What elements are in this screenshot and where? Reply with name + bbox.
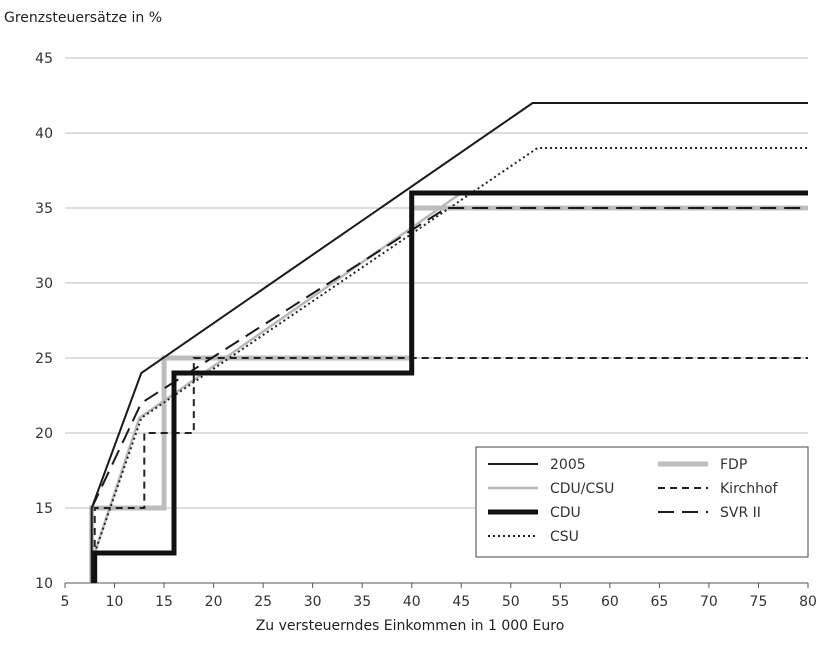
series-lines	[89, 102, 808, 584]
y-tick-label: 25	[35, 351, 53, 367]
y-tick-label: 40	[35, 126, 53, 142]
legend-label: 2005	[550, 457, 586, 473]
series-line-svr-ii	[90, 207, 808, 509]
series-line-2005	[90, 102, 808, 583]
y-tick-label: 30	[35, 276, 53, 292]
x-tick-label: 40	[403, 594, 421, 610]
y-tick-label: 45	[35, 51, 53, 67]
series-line-kirchhof	[93, 357, 808, 583]
axes	[64, 582, 809, 588]
x-tick-label: 45	[452, 594, 470, 610]
x-tick-label: 30	[304, 594, 322, 610]
x-tick-label: 80	[799, 594, 817, 610]
x-tick-label: 5	[61, 594, 70, 610]
y-tick-label: 35	[35, 201, 53, 217]
y-tick-label: 15	[35, 501, 53, 517]
x-tick-label: 75	[750, 594, 768, 610]
legend-label: CDU	[550, 505, 581, 521]
x-axis-label: Zu versteuerndes Einkommen in 1 000 Euro	[255, 618, 565, 634]
y-tick-label: 10	[35, 576, 53, 592]
y-tick-label: 20	[35, 426, 53, 442]
y-tick-labels: 10 15 20 25 30 35 40 45	[35, 51, 53, 592]
x-tick-label: 20	[205, 594, 223, 610]
x-tick-label: 35	[353, 594, 371, 610]
y-axis-label: Grenzsteuersätze in %	[4, 10, 163, 26]
legend-box	[475, 446, 809, 558]
x-tick-label: 10	[106, 594, 124, 610]
legend-label: CSU	[550, 529, 579, 545]
series-line-cdu	[92, 190, 808, 583]
legend: 2005 CDU/CSU CDU CSU FDP Kirchhof SVR II	[475, 446, 809, 558]
x-tick-labels: 5 10 15 20 25 30 35 40 45 50 55 60 65 70 75 80	[61, 594, 817, 610]
x-tick-label: 50	[502, 594, 520, 610]
x-tick-label: 15	[155, 594, 173, 610]
x-tick-label: 25	[254, 594, 272, 610]
legend-label: CDU/CSU	[550, 481, 614, 497]
legend-label: Kirchhof	[720, 481, 779, 497]
x-tick-label: 55	[551, 594, 569, 610]
x-tick-label: 60	[601, 594, 619, 610]
x-tick-label: 65	[650, 594, 668, 610]
legend-label: FDP	[720, 457, 747, 473]
legend-label: SVR II	[720, 505, 761, 521]
x-tick-label: 70	[700, 594, 718, 610]
